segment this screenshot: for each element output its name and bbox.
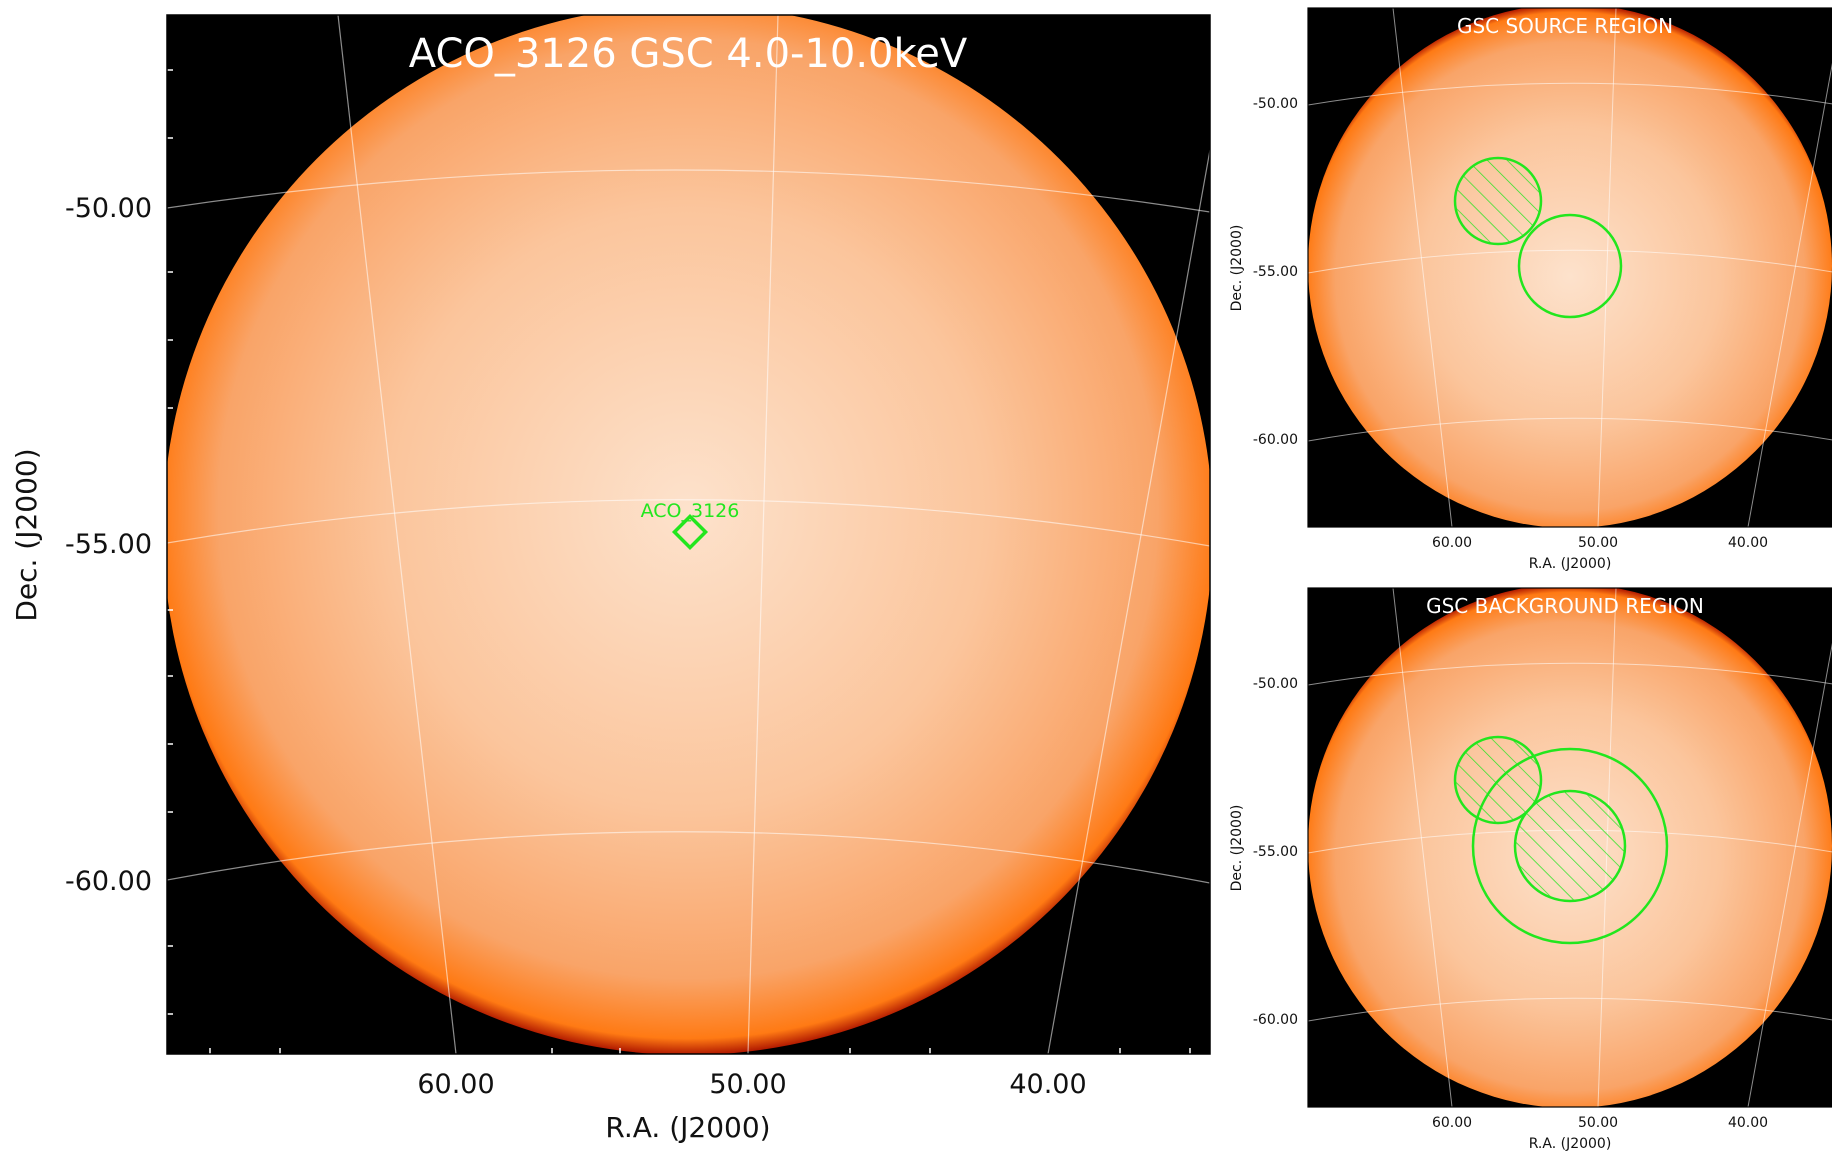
- source-coordinate-grid: [1308, 8, 1832, 527]
- main-plot-frame: [166, 14, 1211, 1055]
- background-ytick-label: -55.00: [1253, 844, 1298, 860]
- source-ytick-label: -60.00: [1253, 432, 1298, 448]
- source-y-axis-label: Dec. (J2000): [1229, 225, 1245, 312]
- background-panel: GSC BACKGROUND REGION -50.00 -55.00 -60.…: [1229, 587, 1832, 1152]
- source-plot-frame: [1307, 7, 1832, 528]
- main-grid-dec-50: [167, 169, 1210, 213]
- background-y-axis-label: Dec. (J2000): [1229, 805, 1245, 892]
- background-excluded-region-2: [1513, 789, 1627, 903]
- background-excluded-region-1: [1453, 735, 1543, 825]
- background-coordinate-grid: [1308, 588, 1832, 1107]
- main-ytick-label: -50.00: [65, 193, 152, 224]
- main-xtick-label: 50.00: [709, 1069, 786, 1100]
- main-edge-ticks: [167, 69, 1191, 1054]
- source-x-axis-label: R.A. (J2000): [1529, 556, 1612, 572]
- background-panel-title: GSC BACKGROUND REGION: [1426, 594, 1704, 618]
- source-xtick-label: 40.00: [1728, 535, 1768, 551]
- main-x-axis-label: R.A. (J2000): [605, 1111, 770, 1144]
- source-panel-title: GSC SOURCE REGION: [1457, 14, 1673, 38]
- background-annulus-outer: [1471, 747, 1669, 945]
- source-detector-disk: [1308, 8, 1832, 527]
- background-ytick-label: -50.00: [1253, 676, 1298, 692]
- background-xtick-label: 40.00: [1728, 1115, 1768, 1131]
- background-xtick-label: 50.00: [1578, 1115, 1618, 1131]
- background-xtick-label: 60.00: [1432, 1115, 1472, 1131]
- main-marker-diamond: [671, 513, 709, 551]
- main-panel: ACO_3126 ACO_3126 GSC 4.0-10.0keV -50.00…: [10, 14, 1211, 1144]
- main-detector-disk: [167, 15, 1210, 1054]
- background-x-axis-label: R.A. (J2000): [1529, 1136, 1612, 1152]
- main-source-marker: ACO_3126: [641, 500, 740, 551]
- main-grid-dec-55: [167, 499, 1210, 547]
- source-xtick-label: 60.00: [1432, 535, 1472, 551]
- main-xtick-label: 60.00: [417, 1069, 494, 1100]
- source-excluded-region: [1453, 156, 1543, 246]
- main-marker-label: ACO_3126: [641, 500, 740, 522]
- background-regions: [1453, 735, 1669, 945]
- main-ytick-label: -55.00: [65, 529, 152, 560]
- main-xtick-label: 40.00: [1009, 1069, 1086, 1100]
- source-ytick-label: -55.00: [1253, 264, 1298, 280]
- main-ytick-label: -60.00: [65, 866, 152, 897]
- source-extraction-region: [1517, 213, 1623, 319]
- background-ytick-label: -60.00: [1253, 1012, 1298, 1028]
- main-grid-dec-60: [167, 831, 1210, 884]
- main-grid-ra-60: [337, 15, 457, 1054]
- main-y-axis-label: Dec. (J2000): [10, 448, 43, 621]
- background-plot-frame: [1307, 587, 1832, 1108]
- main-grid-ra-50: [747, 15, 779, 1054]
- source-panel: GSC SOURCE REGION -50.00 -55.00 -60.00 6…: [1229, 7, 1832, 572]
- main-grid-ra-40: [1047, 149, 1210, 1054]
- source-ytick-label: -50.00: [1253, 96, 1298, 112]
- source-xtick-label: 50.00: [1578, 535, 1618, 551]
- main-coordinate-grid: [167, 15, 1210, 1054]
- main-chart-title: ACO_3126 GSC 4.0-10.0keV: [409, 31, 968, 77]
- source-regions: [1453, 156, 1623, 319]
